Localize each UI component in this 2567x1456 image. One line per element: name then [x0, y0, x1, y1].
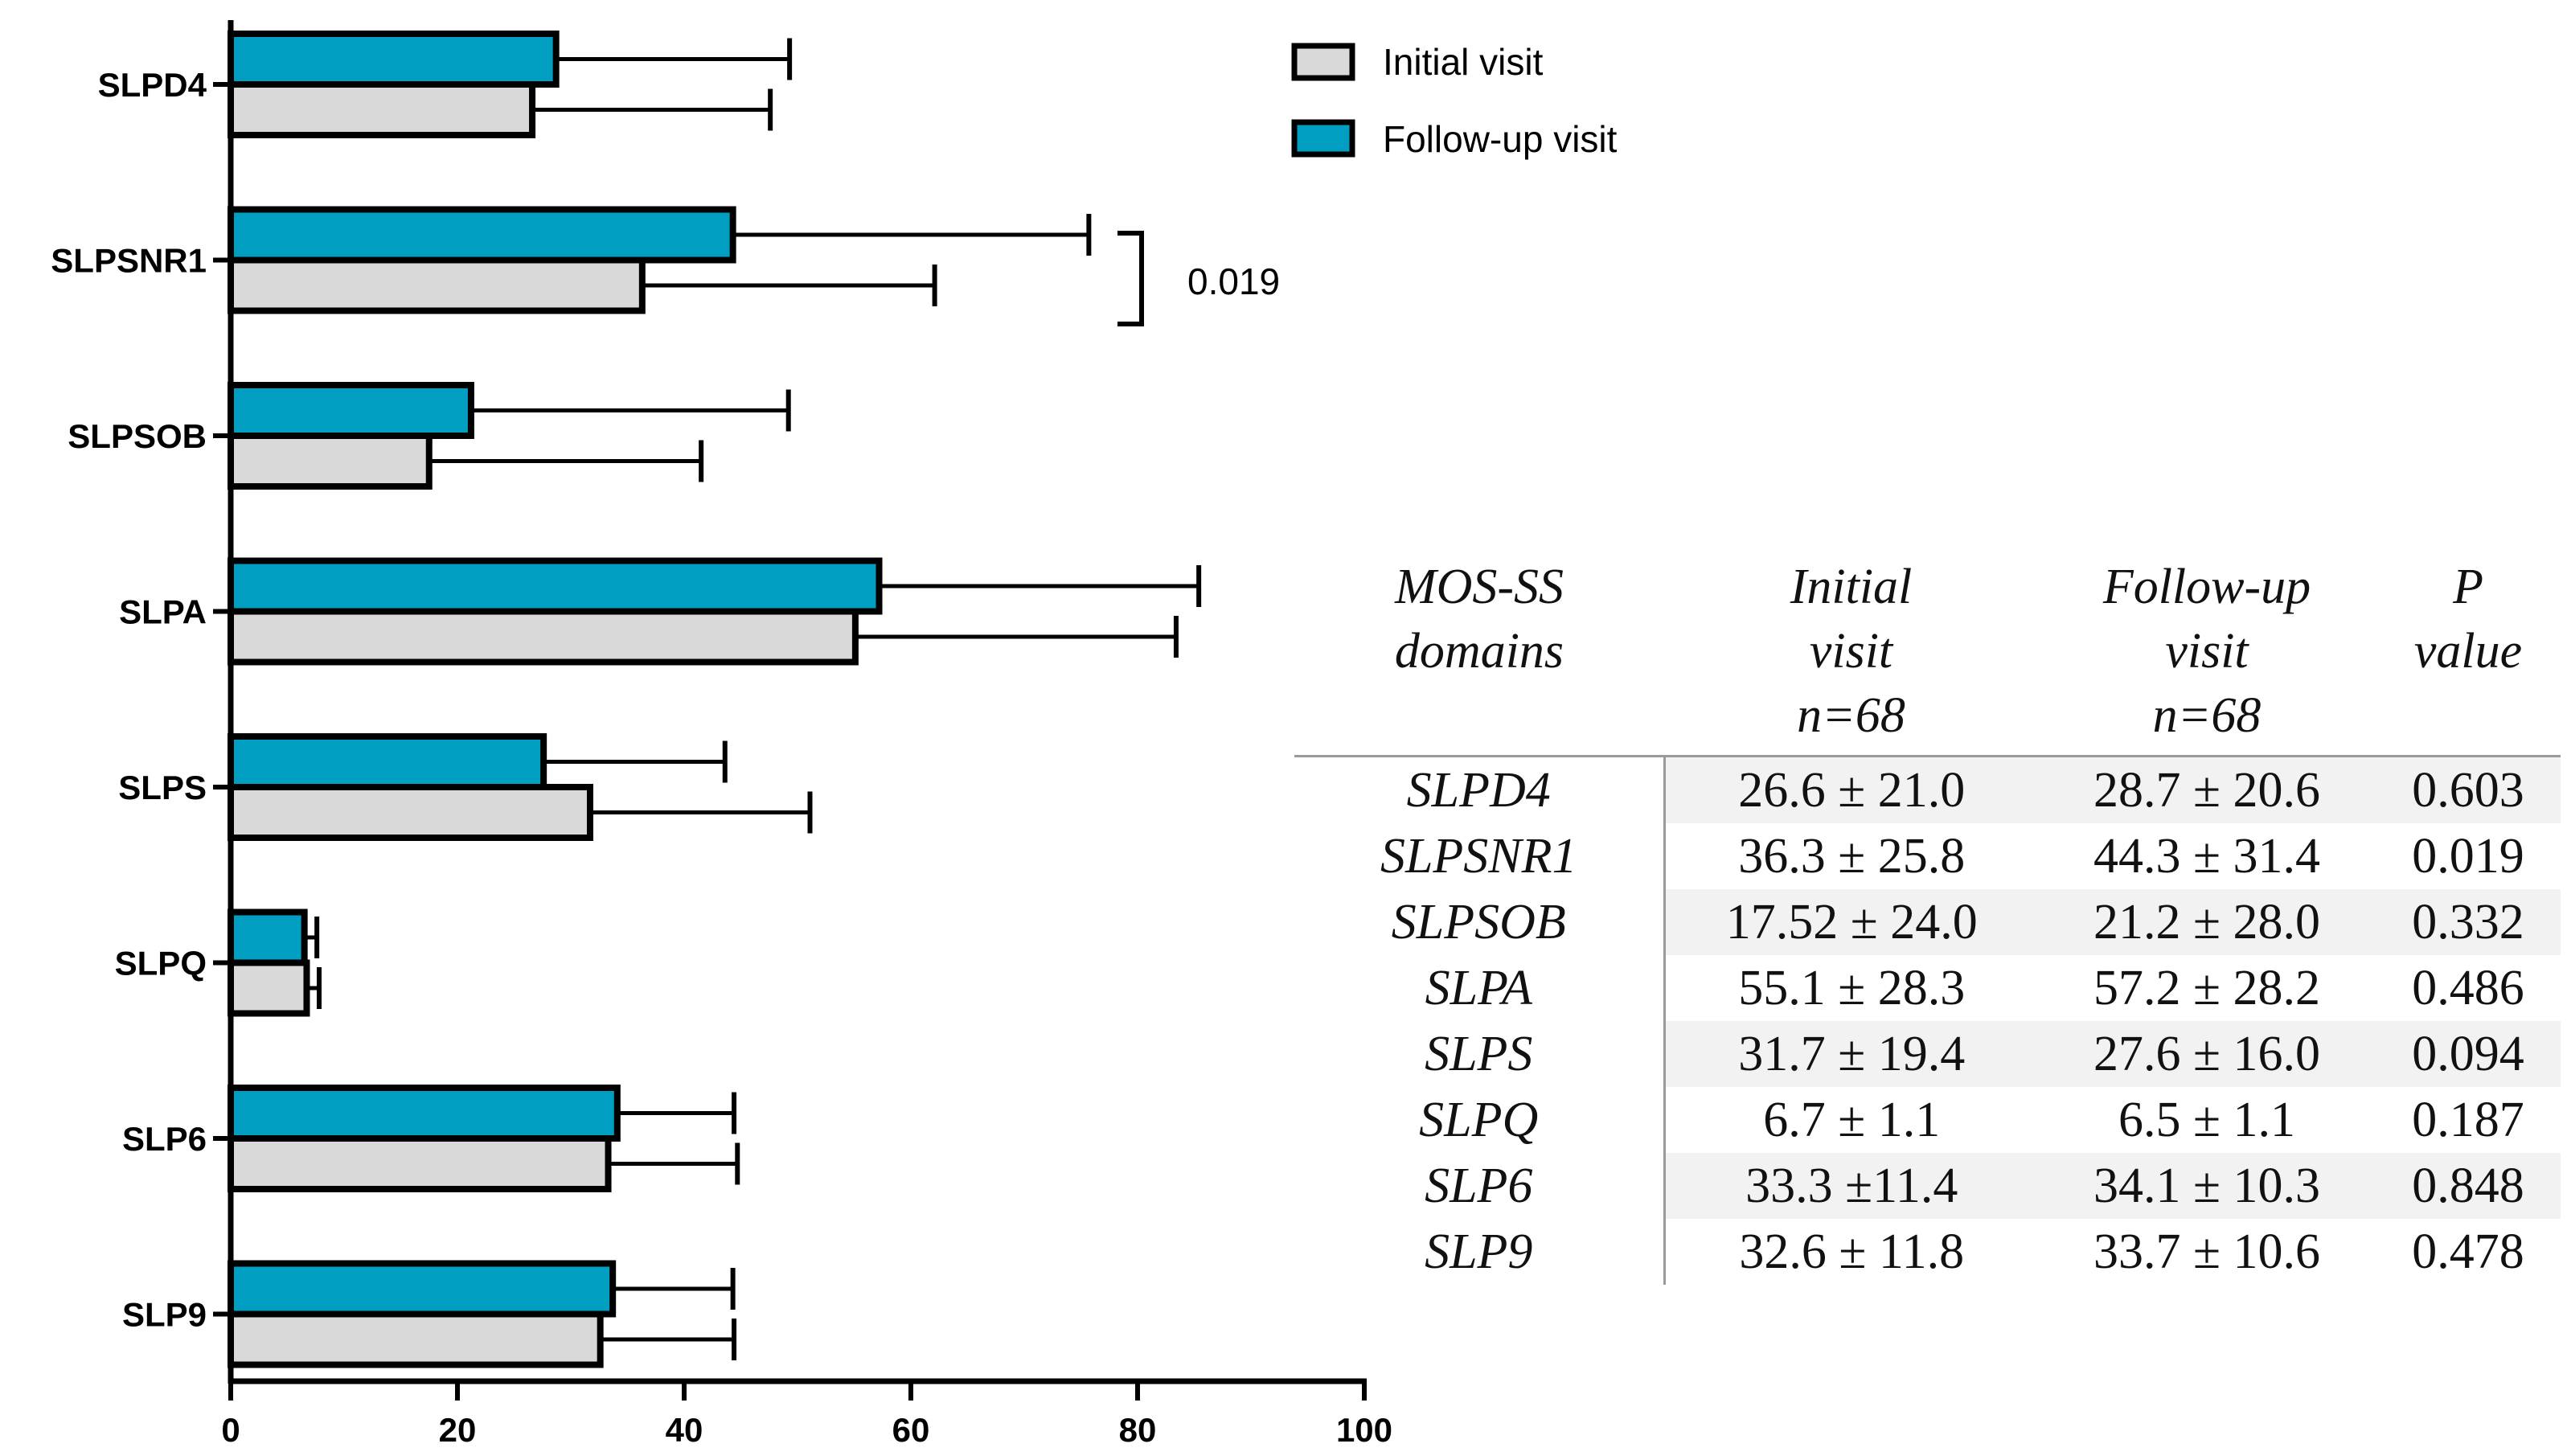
cell-p-value: 0.603: [2376, 756, 2561, 823]
cell-followup: 6.5 ± 1.1: [2118, 1092, 2296, 1147]
cell-initial: 33.3 ±11.4: [1664, 1152, 2038, 1219]
bar-followup: [228, 733, 547, 790]
cell-domain: SLPS: [1294, 1020, 1666, 1087]
cell-p-value: 0.478: [2412, 1224, 2524, 1279]
cell-domain: SLPA: [1294, 954, 1666, 1021]
category-label: SLPD4: [98, 66, 207, 104]
bar-initial: [228, 784, 593, 841]
cell-initial: 26.6 ± 21.0: [1664, 756, 2038, 823]
cell-followup: 28.7 ± 20.6: [2038, 756, 2376, 823]
significance-p-value: 0.019: [1187, 260, 1280, 302]
bars: [228, 31, 883, 1368]
bar-initial: [228, 81, 536, 138]
table-row: SLP6 33.3 ±11.4 34.1 ± 10.3 0.848: [1294, 1152, 2561, 1219]
legend-swatch-followup: [1291, 119, 1355, 158]
cell-initial: 36.3 ± 25.8: [1738, 828, 1966, 884]
cell-initial: 17.52 ± 24.0: [1664, 888, 2038, 955]
bar-followup: [228, 908, 308, 966]
bar-followup: [228, 31, 560, 88]
legend-label-initial: Initial visit: [1383, 41, 1544, 83]
error-bars: [304, 38, 1202, 1360]
table-header-row: MOS-SS domains Initial visit n=68 Follow…: [1294, 555, 2561, 757]
bar-initial: [228, 433, 433, 490]
bar-followup: [228, 1085, 621, 1142]
header-initial-visit: Initial visit n=68: [1664, 555, 2038, 757]
cell-p-value: 0.848: [2376, 1152, 2561, 1219]
cell-followup: 34.1 ± 10.3: [2038, 1152, 2376, 1219]
x-tick-label: 20: [439, 1411, 477, 1449]
bar-initial: [228, 1310, 604, 1368]
category-label: SLPS: [118, 769, 207, 806]
cell-domain: SLPSNR1: [1294, 822, 1666, 889]
bar-followup: [228, 382, 474, 439]
bar-followup: [228, 557, 883, 615]
bar-initial: [228, 256, 646, 314]
cell-p-value: 0.094: [2376, 1020, 2561, 1087]
category-label: SLP6: [122, 1120, 207, 1158]
category-label: SLPSNR1: [51, 242, 207, 280]
cell-domain: SLPD4: [1294, 756, 1666, 823]
cell-p-value: 0.019: [2412, 828, 2524, 884]
cell-p-value: 0.332: [2376, 888, 2561, 955]
legend: Initial visit Follow-up visit: [1291, 41, 1618, 160]
x-tick-label: 60: [892, 1411, 930, 1449]
cell-p-value: 0.187: [2412, 1092, 2524, 1147]
cell-initial: 31.7 ± 19.4: [1664, 1020, 2038, 1087]
x-tick-label: 0: [221, 1411, 240, 1449]
category-label: SLP9: [122, 1296, 207, 1334]
cell-domain: SLPQ: [1294, 1086, 1666, 1153]
x-tick-label: 100: [1336, 1411, 1392, 1449]
cell-domain: SLPSOB: [1294, 888, 1666, 955]
x-tick-label: 80: [1119, 1411, 1157, 1449]
legend-swatch-initial: [1291, 43, 1355, 81]
category-label: SLPA: [119, 593, 207, 631]
cell-followup: 57.2 ± 28.2: [2093, 960, 2321, 1015]
bar-initial: [228, 608, 859, 666]
header-followup-visit: Follow-up visit n=68: [2038, 555, 2376, 757]
table-row: SLPA 55.1 ± 28.3 57.2 ± 28.2 0.486: [1294, 954, 2561, 1021]
cell-followup: 21.2 ± 28.0: [2038, 888, 2376, 955]
table-row: SLPS 31.7 ± 19.4 27.6 ± 16.0 0.094: [1294, 1020, 2561, 1087]
axes: [213, 20, 1367, 1401]
table-row: SLPSOB 17.52 ± 24.0 21.2 ± 28.0 0.332: [1294, 888, 2561, 955]
table-row: SLPD4 26.6 ± 21.0 28.7 ± 20.6 0.603: [1294, 756, 2561, 823]
category-label: SLPQ: [115, 945, 207, 982]
bar-followup: [228, 206, 736, 264]
bar-initial: [228, 1135, 612, 1192]
cell-p-value: 0.486: [2412, 960, 2524, 1015]
cell-initial: 32.6 ± 11.8: [1739, 1224, 1965, 1279]
table-row: SLPQ 6.7 ± 1.1 6.5 ± 1.1 0.187: [1294, 1086, 2561, 1153]
cell-domain: SLP9: [1294, 1218, 1666, 1285]
stats-table: MOS-SS domains Initial visit n=68 Follow…: [1294, 555, 2561, 1285]
significance-annotation: 0.019: [1117, 231, 1280, 326]
cell-domain: SLP6: [1294, 1152, 1666, 1219]
bar-initial: [228, 959, 310, 1017]
x-tick-label: 40: [666, 1411, 703, 1449]
header-p-value: P value: [2376, 555, 2561, 757]
legend-label-followup: Follow-up visit: [1383, 118, 1618, 160]
cell-initial: 6.7 ± 1.1: [1763, 1092, 1941, 1147]
cell-followup: 27.6 ± 16.0: [2038, 1020, 2376, 1087]
bar-followup: [228, 1260, 617, 1318]
table-row: SLPSNR1 36.3 ± 25.8 44.3 ± 31.4 0.019: [1294, 822, 2561, 889]
cell-initial: 55.1 ± 28.3: [1738, 960, 1966, 1015]
significance-bracket: [1117, 231, 1144, 326]
cell-followup: 44.3 ± 31.4: [2093, 828, 2321, 884]
header-domains: MOS-SS domains: [1294, 555, 1664, 757]
cell-followup: 33.7 ± 10.6: [2093, 1224, 2321, 1279]
labels: SLPD4 SLPSNR1 SLPSOB SLPA SLPS SLPQ SLP6 SLP9 0 2…: [51, 66, 1392, 1449]
table-row: SLP9 32.6 ± 11.8 33.7 ± 10.6 0.478: [1294, 1218, 2561, 1285]
category-label: SLPSOB: [68, 417, 207, 455]
